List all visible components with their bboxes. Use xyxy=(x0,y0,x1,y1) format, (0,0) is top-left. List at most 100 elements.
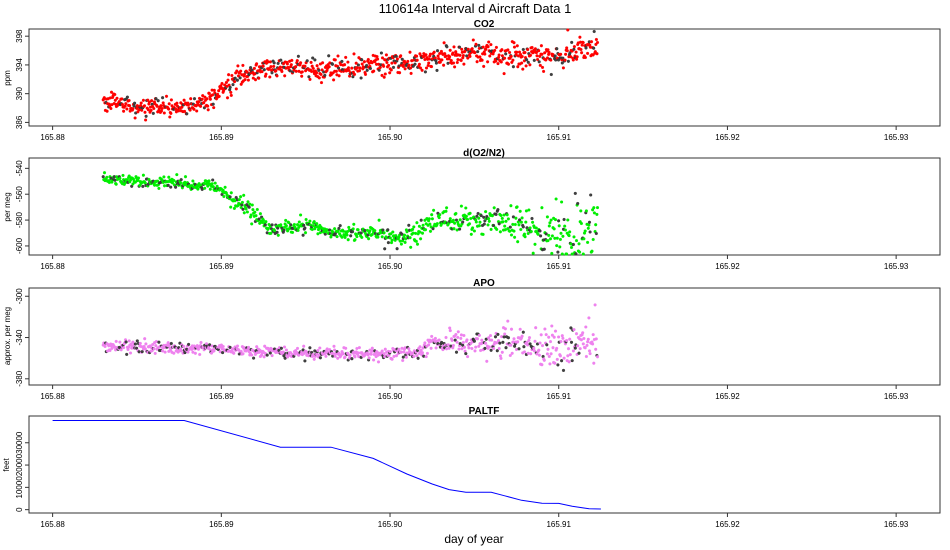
o2n2-data-point xyxy=(492,206,496,210)
apo-data-point xyxy=(490,338,494,342)
apo-data-point xyxy=(579,338,583,342)
apo-data-point xyxy=(454,332,458,337)
apo-data-point xyxy=(397,347,401,351)
co2-data-point xyxy=(167,107,171,111)
o2n2-data-point xyxy=(518,218,522,222)
co2-data-point xyxy=(493,48,497,52)
apo-data-point xyxy=(133,342,137,346)
co2-data-point xyxy=(146,98,150,102)
co2-data-point xyxy=(347,68,351,73)
apo-data-point xyxy=(489,348,493,352)
apo-data-point xyxy=(467,346,471,350)
apo-data-point xyxy=(569,340,574,344)
co2-data-point xyxy=(236,64,240,68)
o2n2-data-point xyxy=(254,214,258,218)
o2n2-data-point xyxy=(506,217,510,221)
o2n2-data-point xyxy=(578,250,582,254)
o2n2-data-point xyxy=(572,235,576,239)
o2n2-data-point xyxy=(569,245,574,250)
apo-data-point xyxy=(578,347,582,351)
o2n2-data-point xyxy=(250,203,254,207)
co2-data-point xyxy=(307,75,311,79)
apo-data-point xyxy=(565,338,569,343)
apo-data-point xyxy=(437,338,441,342)
paltf-x-tick-label: 165.88 xyxy=(40,520,65,529)
apo-y-axis: -300 -340 -380 xyxy=(15,288,29,387)
o2n2-data-point xyxy=(239,195,243,199)
co2-data-point xyxy=(376,57,380,61)
co2-data-point xyxy=(470,47,474,51)
apo-data-point xyxy=(153,351,157,355)
o2n2-data-point xyxy=(232,206,236,210)
apo-data-point xyxy=(483,346,487,350)
co2-data-point xyxy=(413,62,417,66)
apo-data-point xyxy=(427,343,431,347)
o2n2-data-point xyxy=(296,228,300,232)
o2n2-y-tick-label: -560 xyxy=(15,186,24,203)
o2n2-data-point xyxy=(538,229,542,233)
apo-data-point xyxy=(461,340,465,345)
o2n2-data-point xyxy=(496,208,500,212)
apo-data-point xyxy=(455,340,459,344)
co2-data-point xyxy=(565,49,569,53)
apo-data-point xyxy=(429,346,433,350)
o2n2-data-point xyxy=(516,240,520,244)
o2n2-data-point xyxy=(102,171,107,175)
co2-data-point xyxy=(555,47,559,51)
co2-data-point xyxy=(220,81,224,86)
apo-data-point xyxy=(333,348,337,352)
o2n2-data-point xyxy=(405,230,409,234)
o2n2-data-point xyxy=(240,200,244,204)
o2n2-data-point xyxy=(162,175,166,179)
co2-data-point xyxy=(424,66,429,70)
co2-data-point xyxy=(462,62,466,66)
o2n2-data-point xyxy=(476,211,480,216)
apo-data-point xyxy=(241,352,245,356)
apo-data-point xyxy=(584,354,588,359)
apo-data-point xyxy=(163,350,167,354)
co2-data-point xyxy=(315,64,319,68)
apo-data-point xyxy=(425,351,429,355)
co2-data-point xyxy=(391,65,396,69)
apo-data-point xyxy=(566,354,570,358)
paltf-panel-title: PALTF xyxy=(469,406,500,417)
co2-data-point xyxy=(133,101,137,105)
apo-data-point xyxy=(441,348,445,352)
apo-data-point xyxy=(498,341,502,345)
apo-data-point xyxy=(570,359,574,363)
o2n2-data-point xyxy=(429,225,433,229)
co2-data-point xyxy=(236,74,241,78)
apo-data-point xyxy=(484,341,488,345)
co2-data-point xyxy=(500,54,504,58)
apo-data-point xyxy=(454,350,459,354)
co2-data-point xyxy=(144,118,148,122)
co2-data-point xyxy=(243,78,247,82)
o2n2-data-point xyxy=(435,222,439,226)
co2-data-point xyxy=(445,45,449,49)
o2n2-data-point xyxy=(479,214,483,218)
co2-y-tick-label: 386 xyxy=(15,115,24,129)
co2-data-point xyxy=(504,52,508,56)
o2n2-data-point xyxy=(351,227,355,231)
o2n2-data-point xyxy=(477,216,481,220)
apo-data-point xyxy=(547,354,551,359)
o2n2-data-point xyxy=(287,221,291,225)
o2n2-panel: d(O2/N2) per meg -540 -560 -580 -600 165.88… xyxy=(3,148,941,271)
co2-data-point xyxy=(400,57,404,61)
o2n2-data-point xyxy=(172,178,176,183)
o2n2-data-point xyxy=(273,229,277,233)
co2-data-point xyxy=(365,63,369,68)
o2n2-data-point xyxy=(388,236,392,240)
co2-data-point xyxy=(561,66,565,70)
co2-data-point xyxy=(420,68,424,72)
o2n2-data-point xyxy=(407,223,411,227)
apo-data-point xyxy=(567,360,571,364)
o2n2-data-point xyxy=(141,184,145,188)
co2-data-point xyxy=(477,43,481,47)
co2-data-point xyxy=(299,61,303,65)
o2n2-data-point xyxy=(464,214,468,218)
apo-data-point xyxy=(495,341,499,345)
co2-data-point xyxy=(516,65,520,69)
apo-data-point xyxy=(518,327,522,331)
